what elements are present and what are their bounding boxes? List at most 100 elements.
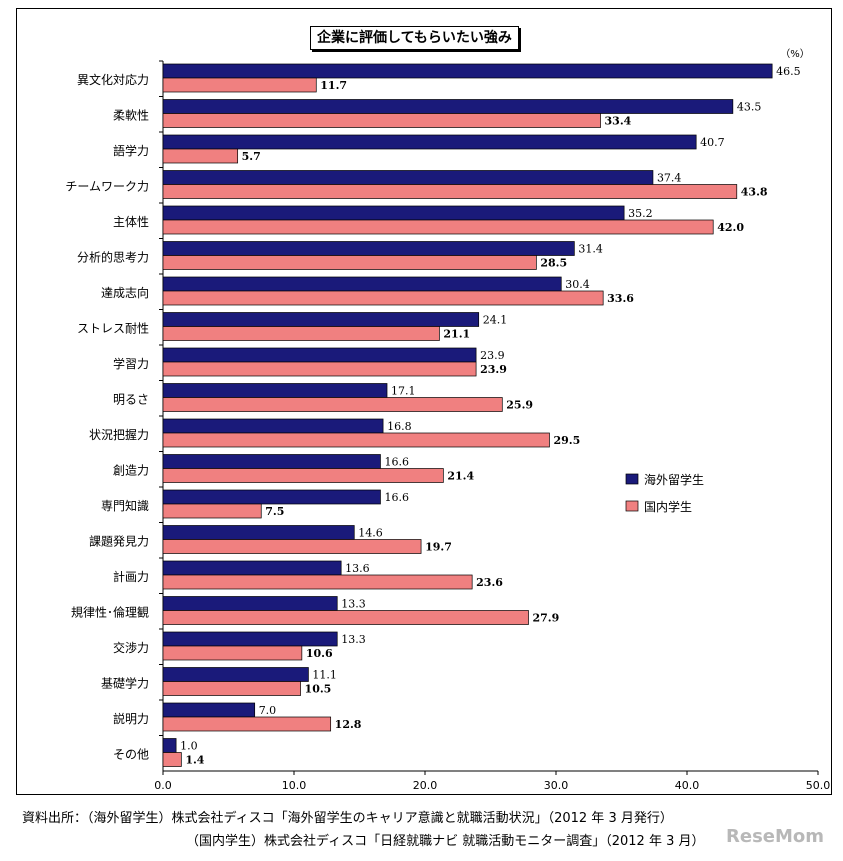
- data-label: 7.0: [259, 704, 277, 717]
- category-label: 達成志向: [101, 285, 149, 300]
- data-label: 30.4: [565, 278, 590, 291]
- bar-overseas: [162, 205, 625, 221]
- data-label: 14.6: [358, 527, 383, 540]
- category-label: 異文化対応力: [77, 72, 149, 87]
- category-label: ストレス耐性: [77, 321, 149, 335]
- x-tick-label: 50.0: [806, 779, 831, 792]
- data-label: 7.5: [265, 505, 284, 518]
- bar-overseas: [162, 63, 773, 79]
- data-label: 13.3: [341, 633, 366, 646]
- data-label: 1.0: [180, 740, 198, 753]
- bar-domestic: [162, 432, 550, 448]
- data-label: 46.5: [776, 65, 801, 78]
- bar-domestic: [162, 397, 503, 412]
- bar-overseas: [162, 596, 338, 611]
- source-line-1: 資料出所：（海外留学生）株式会社ディスコ「海外留学生のキャリア意識と就職活動状況…: [22, 811, 673, 826]
- data-label: 40.7: [700, 136, 725, 149]
- legend-swatch-overseas: [625, 473, 639, 485]
- bar-domestic: [162, 290, 604, 306]
- bar-overseas: [162, 383, 388, 398]
- category-label: 状況把握力: [89, 427, 149, 442]
- data-label: 23.9: [480, 349, 505, 362]
- category-label: 明るさ: [113, 392, 149, 406]
- category-label: その他: [113, 747, 149, 761]
- unit-label: （%）: [780, 48, 810, 60]
- data-label: 17.1: [391, 385, 416, 398]
- bar-overseas: [162, 312, 480, 327]
- bar-domestic: [162, 361, 477, 377]
- bar-overseas: [162, 454, 381, 469]
- bar-overseas: [162, 489, 381, 505]
- data-label: 5.7: [242, 150, 261, 163]
- bar-overseas: [162, 347, 477, 363]
- x-tick-label: 20.0: [413, 779, 438, 792]
- bar-domestic: [162, 326, 440, 341]
- category-label: 計画力: [113, 569, 149, 584]
- data-label: 23.6: [476, 576, 503, 589]
- data-label: 16.6: [384, 491, 409, 504]
- chart-frame: [16, 8, 832, 795]
- data-label: 28.5: [540, 257, 567, 270]
- bar-domestic: [162, 752, 182, 767]
- bar-domestic: [162, 77, 317, 93]
- data-label: 37.4: [657, 172, 682, 185]
- bar-overseas: [162, 738, 177, 753]
- data-label: 35.2: [628, 207, 653, 220]
- bar-overseas: [162, 134, 697, 150]
- bar-domestic: [162, 610, 529, 625]
- category-label: 専門知識: [101, 499, 149, 513]
- category-label: 説明力: [113, 711, 149, 726]
- bar-domestic: [162, 148, 239, 164]
- bar-overseas: [162, 241, 575, 256]
- data-label: 25.9: [506, 399, 533, 412]
- bar-overseas: [162, 418, 384, 434]
- bar-domestic: [162, 539, 422, 554]
- category-label: 課題発見力: [89, 533, 149, 548]
- data-label: 11.1: [312, 669, 337, 682]
- bar-domestic: [162, 574, 473, 590]
- category-label: 規律性･倫理観: [71, 604, 149, 619]
- bar-domestic: [162, 219, 714, 235]
- category-label: 語学力: [113, 143, 149, 158]
- data-label: 16.6: [384, 456, 409, 469]
- category-label: 柔軟性: [113, 107, 149, 122]
- category-label: 学習力: [113, 356, 149, 371]
- category-label: 分析的思考力: [77, 249, 149, 264]
- data-label: 27.9: [532, 612, 559, 625]
- bar-domestic: [162, 503, 262, 519]
- data-label: 31.4: [578, 243, 603, 256]
- data-label: 43.8: [741, 186, 768, 199]
- x-tick-label: 10.0: [282, 779, 307, 792]
- category-label: 交渉力: [113, 640, 149, 655]
- x-tick-label: 40.0: [675, 779, 700, 792]
- data-label: 13.6: [345, 562, 370, 575]
- legend-label-domestic: 国内学生: [644, 499, 692, 514]
- data-label: 11.7: [320, 79, 347, 92]
- source-line-2: （国内学生）株式会社ディスコ「日経就職ナビ 就職活動モニター調査」（2012 年…: [186, 834, 705, 849]
- category-label: 基礎学力: [101, 675, 149, 690]
- category-label: 創造力: [113, 463, 149, 477]
- bar-domestic: [162, 468, 444, 483]
- bar-domestic: [162, 113, 601, 128]
- legend-label-overseas: 海外留学生: [644, 472, 704, 487]
- bar-domestic: [162, 681, 301, 696]
- data-label: 19.7: [425, 541, 452, 554]
- data-label: 24.1: [483, 314, 508, 327]
- data-label: 16.8: [387, 420, 412, 433]
- data-label: 13.3: [341, 598, 366, 611]
- legend-swatch-domestic: [625, 500, 639, 512]
- data-label: 21.4: [447, 470, 474, 483]
- data-label: 21.1: [443, 328, 470, 341]
- bar-overseas: [162, 631, 338, 647]
- bar-overseas: [162, 99, 734, 114]
- bar-domestic: [162, 716, 332, 732]
- data-label: 12.8: [335, 718, 362, 731]
- category-label: 主体性: [113, 215, 149, 229]
- data-label: 10.5: [305, 683, 332, 696]
- watermark-logo: ReseMom: [726, 826, 825, 847]
- data-label: 1.4: [185, 754, 204, 767]
- data-label: 33.6: [607, 292, 634, 305]
- bar-overseas: [162, 667, 309, 682]
- data-label: 23.9: [480, 363, 507, 376]
- bar-overseas: [162, 276, 562, 292]
